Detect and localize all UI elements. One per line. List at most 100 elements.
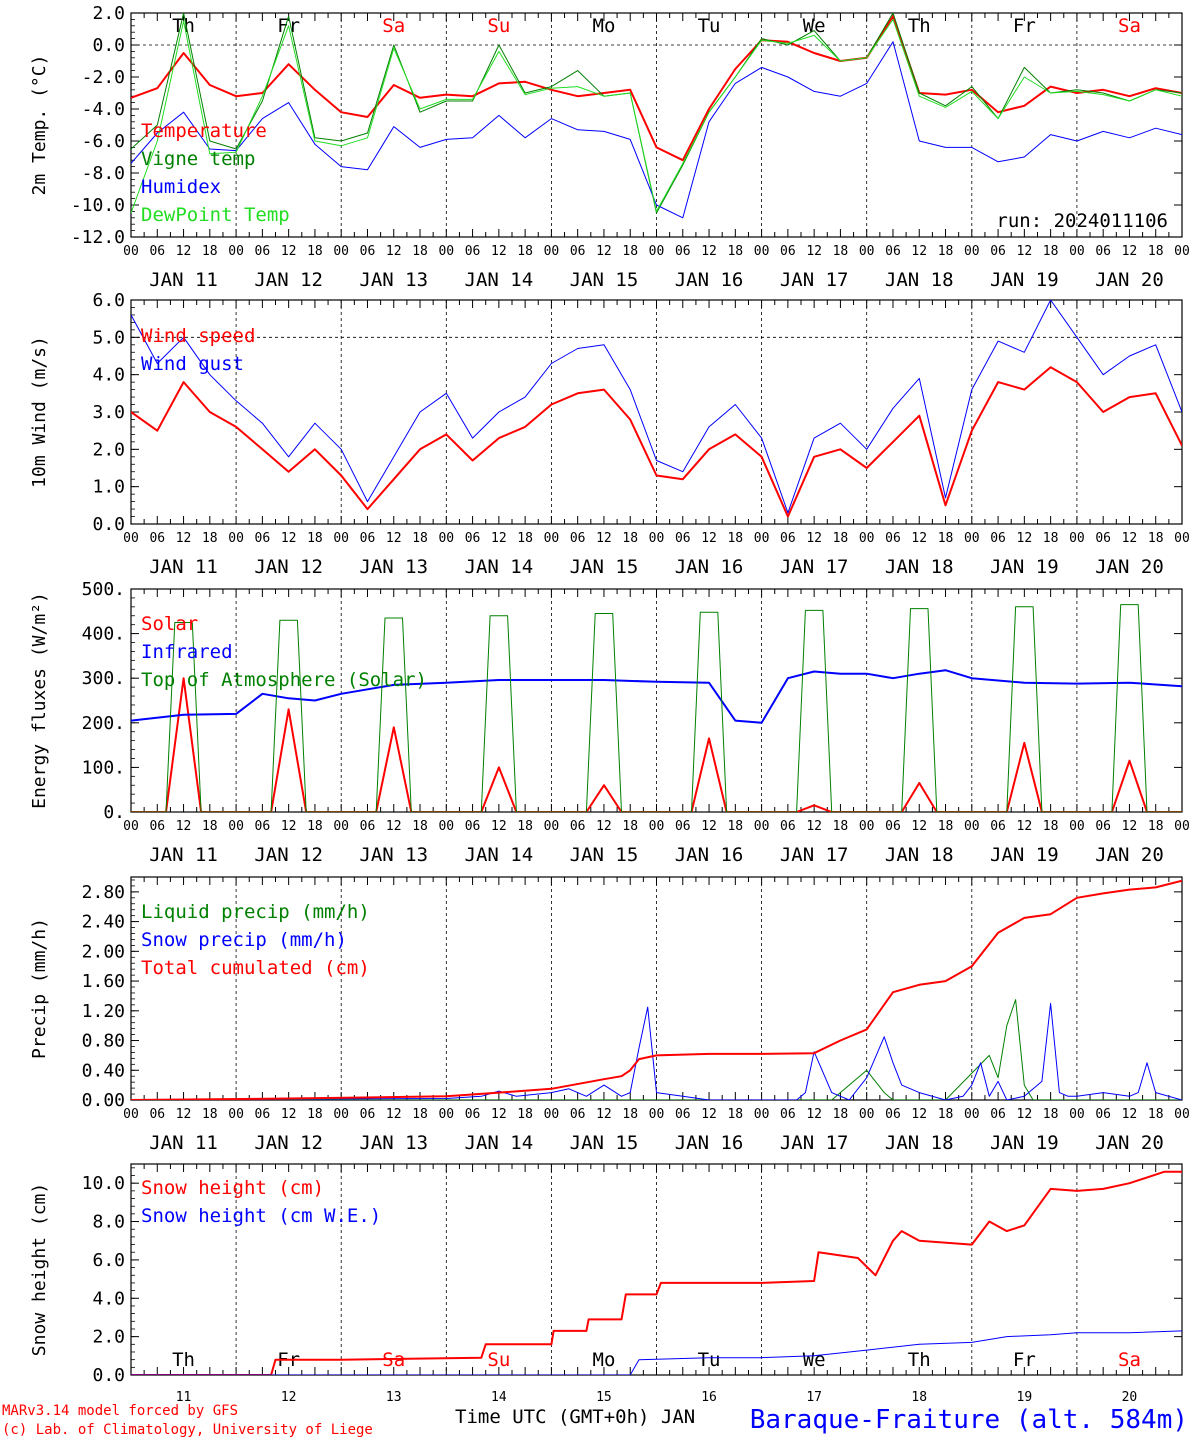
hour-label: 18 <box>727 1107 743 1122</box>
y-axis-label: Precip (mm/h) <box>29 918 50 1059</box>
hour-label: 00 <box>754 819 770 834</box>
hour-label: 18 <box>307 244 323 259</box>
station-title: Baraque-Fraiture (alt. 584m) <box>750 1405 1188 1435</box>
hour-label: 18 <box>412 819 428 834</box>
series-line-red <box>131 677 1182 812</box>
y-tick-label: 0.0 <box>92 35 125 56</box>
hour-label: 12 <box>596 531 612 546</box>
hour-label: 06 <box>570 244 586 259</box>
date-label: JAN 16 <box>675 269 744 291</box>
hour-label: 06 <box>570 819 586 834</box>
hour-label: 18 <box>622 819 638 834</box>
hour-label: 12 <box>1017 244 1033 259</box>
weekday-label: Th <box>172 1349 195 1371</box>
hour-label: 12 <box>806 819 822 834</box>
day-number-label: 18 <box>911 1390 927 1405</box>
day-number-label: 11 <box>176 1390 192 1405</box>
panel-1: 2.0 0.0 -2.0 -4.0 -6.0 -8.0 -10.0 -12.0 2m Temp.… <box>29 3 1190 291</box>
hour-label: 18 <box>1148 531 1164 546</box>
hour-label: 12 <box>701 1107 717 1122</box>
hour-label: 06 <box>149 819 165 834</box>
hour-label: 06 <box>780 819 796 834</box>
hour-label: 06 <box>149 244 165 259</box>
date-label: JAN 14 <box>465 556 534 578</box>
weekday-label: Mo <box>593 1349 616 1371</box>
hour-label: 06 <box>465 531 481 546</box>
hour-label: 00 <box>544 819 560 834</box>
hour-label: 00 <box>649 244 665 259</box>
date-label: JAN 20 <box>1095 844 1164 866</box>
hour-label: 00 <box>123 244 139 259</box>
hour-label: 12 <box>176 819 192 834</box>
hour-label: 18 <box>412 244 428 259</box>
hour-label: 00 <box>333 819 349 834</box>
date-label: JAN 12 <box>254 1132 323 1154</box>
day-number-label: 15 <box>596 1390 612 1405</box>
hour-label: 18 <box>938 244 954 259</box>
hour-label: 12 <box>911 244 927 259</box>
y-tick-label: 4.0 <box>92 1288 125 1309</box>
hour-label: 18 <box>202 531 218 546</box>
hour-label: 12 <box>491 819 507 834</box>
hour-label: 00 <box>754 1107 770 1122</box>
legend-entry: Liquid precip (mm/h) <box>141 901 370 923</box>
hour-label: 00 <box>754 244 770 259</box>
hour-label: 06 <box>885 244 901 259</box>
y-tick-label: -6.0 <box>82 131 125 152</box>
hour-label: 06 <box>149 1107 165 1122</box>
hour-label: 00 <box>228 1107 244 1122</box>
series-line-red <box>131 366 1182 518</box>
hour-label: 00 <box>964 531 980 546</box>
hour-label: 00 <box>544 244 560 259</box>
credit-lab: (c) Lab. of Climatology, University of L… <box>2 1422 373 1438</box>
hour-label: 12 <box>386 1107 402 1122</box>
y-tick-label: 2.80 <box>82 882 125 903</box>
hour-label: 18 <box>622 244 638 259</box>
hour-label: 12 <box>1122 244 1138 259</box>
panel-5: 10.0 8.0 6.0 4.0 2.0 0.0 Snow height (cm) 11 12 1… <box>29 1163 1183 1405</box>
hour-label: 00 <box>438 819 454 834</box>
legend-entry: Snow height (cm) <box>141 1177 324 1199</box>
hour-label: 18 <box>307 531 323 546</box>
hour-label: 00 <box>859 819 875 834</box>
hour-label: 18 <box>517 1107 533 1122</box>
date-label: JAN 15 <box>570 844 639 866</box>
hour-label: 06 <box>1095 531 1111 546</box>
date-label: JAN 17 <box>780 269 849 291</box>
hour-label: 18 <box>412 1107 428 1122</box>
y-axis-label: 10m Wind (m/s) <box>29 336 50 488</box>
date-label: JAN 11 <box>149 1132 218 1154</box>
series-line-red <box>131 879 1182 1100</box>
weekday-label: We <box>803 1349 826 1371</box>
hour-label: 06 <box>255 531 271 546</box>
date-label: JAN 16 <box>675 556 744 578</box>
hour-label: 06 <box>990 819 1006 834</box>
hour-label: 12 <box>491 1107 507 1122</box>
series-line-blue <box>131 1330 1182 1375</box>
hour-label: 18 <box>727 819 743 834</box>
series-line-blue <box>131 300 1182 514</box>
date-label: JAN 17 <box>780 844 849 866</box>
hour-label: 00 <box>859 244 875 259</box>
date-label: JAN 15 <box>570 269 639 291</box>
y-tick-label: 4.0 <box>92 365 125 386</box>
hour-label: 00 <box>1069 819 1085 834</box>
hour-label: 18 <box>833 819 849 834</box>
y-tick-label: -12.0 <box>71 227 125 248</box>
hour-label: 00 <box>964 819 980 834</box>
hour-label: 18 <box>1148 819 1164 834</box>
hour-label: 06 <box>465 244 481 259</box>
series-line-red <box>131 15 1182 162</box>
weekday-label: Su <box>487 1349 510 1371</box>
hour-label: 12 <box>701 531 717 546</box>
weekday-label: We <box>803 15 826 37</box>
hour-label: 06 <box>675 244 691 259</box>
hour-label: 06 <box>570 531 586 546</box>
hour-label: 12 <box>1017 1107 1033 1122</box>
weekday-label: Fr <box>1013 15 1036 37</box>
hour-label: 00 <box>649 819 665 834</box>
y-tick-label: 10.0 <box>82 1173 125 1194</box>
hour-label: 18 <box>1043 1107 1059 1122</box>
hour-label: 06 <box>675 1107 691 1122</box>
date-label: JAN 14 <box>465 1132 534 1154</box>
